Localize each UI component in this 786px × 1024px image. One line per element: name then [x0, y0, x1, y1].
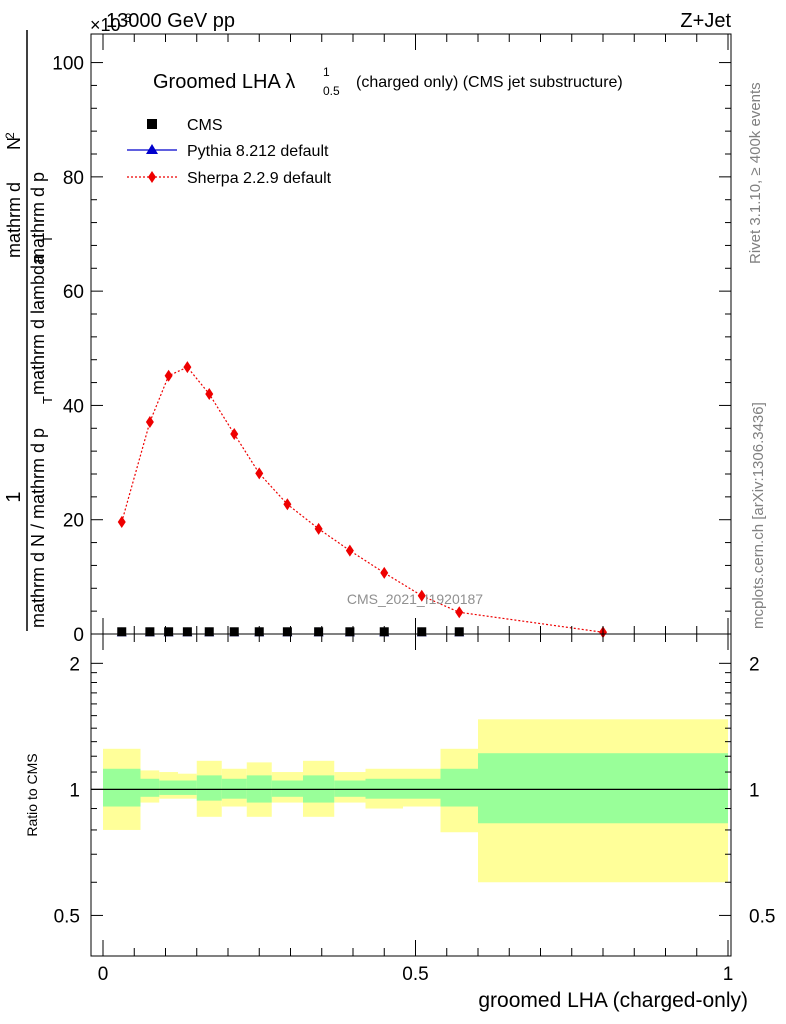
sherpa-point [283, 498, 292, 511]
main-panel: 0 20 40 60 80 100 CMS_2021_I1920187 Groomed L… [52, 33, 732, 646]
process-label: Z+Jet [680, 10, 731, 32]
ratio-panel: 0.5 0.51 12 2 0 0.5 1 Ratio to CMS groomed LH… [24, 633, 776, 1012]
ratio-y-tick-label-right: 1 [749, 780, 760, 801]
main-y-label: 1 mathrm d N / mathrm d p T mathrm d lam… [3, 30, 55, 631]
energy-label: 13000 GeV pp [106, 10, 235, 32]
ratio-x-tick-label: 0.5 [402, 964, 428, 985]
legend-label: CMS [187, 117, 223, 134]
legend: CMS Pythia 8.212 default Sherpa 2.2.9 defa… [127, 117, 332, 187]
sherpa-point [117, 516, 126, 528]
sherpa-point [417, 589, 426, 602]
ylabel-sub-t: T [40, 396, 55, 404]
ratio-y-tick-label-right: 0.5 [749, 906, 775, 927]
chart-title-sub: 0.5 [323, 84, 340, 98]
main-y-tick-label: 0 [73, 625, 84, 646]
sherpa-point [164, 369, 173, 382]
ratio-band-inner [440, 768, 478, 807]
cms-point [145, 627, 155, 637]
main-y-tick-label: 20 [63, 511, 84, 532]
sherpa-point [380, 566, 389, 579]
sherpa-line [121, 366, 604, 633]
sherpa-point [314, 522, 323, 535]
cms-point [417, 627, 427, 637]
mcplots-label: mcplots.cern.ch [arXiv:1306.3436] [750, 402, 767, 629]
ratio-band-inner [271, 780, 303, 797]
main-y-axis: 0 20 40 60 80 100 [52, 54, 731, 646]
ratio-y-tick-label: 0.5 [54, 906, 80, 927]
cms-point [164, 627, 174, 637]
rivet-label: Rivet 3.1.10, ≥ 400k events [747, 82, 764, 264]
sherpa-point [230, 428, 239, 440]
main-y-tick-label: 40 [63, 396, 84, 417]
ratio-y-axis: 0.5 0.5 1 1 2 2 [54, 654, 776, 927]
legend-label: Sherpa 2.2.9 default [187, 170, 332, 187]
cms-point [314, 627, 324, 637]
ylabel-lambda: mathrm d lambda [28, 254, 48, 395]
ratio-band-inner [403, 778, 441, 799]
ratio-x-tick-label: 1 [723, 964, 734, 985]
x-axis-label: groomed LHA (charged-only) [478, 989, 748, 1012]
main-y-tick-label: 60 [63, 282, 84, 303]
sherpa-point [255, 467, 264, 480]
sherpa-point [205, 388, 214, 400]
ratio-y-tick-label-right: 2 [749, 654, 760, 675]
ylabel-sup: 2 [3, 132, 17, 139]
ratio-band-inner [103, 768, 141, 807]
ylabel-denominator-rest: mathrm d p [28, 172, 48, 263]
axis-exponent-power: -3 [121, 11, 132, 25]
sherpa-point [455, 606, 464, 619]
cms-point [182, 627, 192, 637]
main-y-tick-label: 80 [63, 168, 84, 189]
chart-title-sup: 1 [323, 65, 330, 79]
ylabel-denominator: mathrm d N / mathrm d p [28, 428, 48, 628]
watermark: CMS_2021_I1920187 [347, 591, 483, 607]
cms-point [229, 627, 239, 637]
ratio-band-inner [334, 780, 366, 797]
cms-point [282, 627, 292, 637]
ratio-x-tick-label: 0 [98, 964, 109, 985]
ratio-band-inner [478, 753, 728, 824]
ratio-y-tick-label: 1 [69, 780, 80, 801]
legend-marker-sherpa [148, 171, 156, 183]
cms-point [454, 627, 464, 637]
ratio-y-label: Ratio to CMS [24, 753, 40, 836]
ylabel-sub-t2: T [40, 235, 55, 243]
cms-point [345, 627, 355, 637]
sherpa-point [183, 361, 192, 374]
legend-label: Pythia 8.212 default [187, 143, 329, 160]
chart-title: Groomed LHA λ [153, 71, 295, 93]
ratio-band-inner [178, 780, 197, 795]
cms-point [117, 627, 127, 637]
main-y-tick-label: 100 [52, 54, 84, 75]
legend-marker-cms [147, 119, 157, 129]
ratio-frame [90, 633, 732, 957]
ylabel-n: N [4, 137, 24, 150]
ratio-band-inner [140, 778, 160, 797]
sherpa-point [145, 416, 154, 428]
chart-subtitle: (charged only) (CMS jet substructure) [356, 74, 623, 91]
legend-marker-pythia [146, 144, 158, 154]
ratio-band-inner [159, 780, 178, 795]
axis-exponent: ×10 [90, 15, 121, 35]
sherpa-point [345, 544, 354, 557]
ratio-band-inner [221, 778, 247, 799]
ratio-y-tick-label: 2 [69, 654, 80, 675]
cms-point [204, 627, 214, 637]
ratio-band-inner [196, 775, 222, 801]
ratio-x-axis: 0 0.5 1 [98, 634, 734, 985]
ratio-bands [103, 719, 728, 883]
ylabel-numerator: 1 [3, 491, 25, 502]
ratio-band-inner [365, 778, 403, 799]
ylabel-dn: mathrm d [4, 182, 24, 258]
main-x-ticks [102, 34, 729, 634]
